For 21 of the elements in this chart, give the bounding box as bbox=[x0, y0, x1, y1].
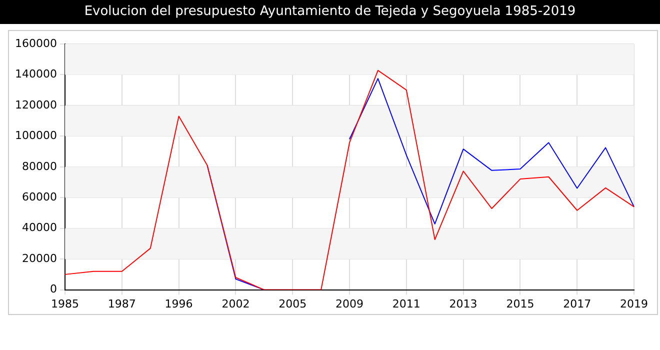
x-tick-label: 2011 bbox=[392, 297, 420, 310]
x-tick-label: 2017 bbox=[563, 297, 592, 310]
x-tick-label: 1987 bbox=[108, 297, 136, 310]
x-tick-label: 2005 bbox=[278, 297, 307, 310]
y-tick-label: 40000 bbox=[22, 221, 57, 234]
x-tick-label: 2009 bbox=[335, 297, 364, 310]
chart-title: Evolucion del presupuesto Ayuntamiento de Tejeda y Segoyuela 1985-2019 bbox=[0, 0, 660, 24]
y-tick-label: 140000 bbox=[14, 68, 57, 81]
x-tick-label: 1985 bbox=[50, 297, 79, 310]
y-tick-label: 80000 bbox=[22, 160, 57, 173]
y-tick-label: 160000 bbox=[14, 36, 57, 50]
x-tick-label: 2013 bbox=[449, 297, 478, 310]
y-tick-label: 60000 bbox=[22, 190, 57, 204]
y-tick-label: 0 bbox=[50, 282, 57, 296]
y-tick-label: 100000 bbox=[14, 129, 57, 142]
y-tick-label: 20000 bbox=[22, 252, 57, 265]
x-tick-label: 1996 bbox=[164, 297, 193, 310]
x-tick-label: 2015 bbox=[506, 297, 534, 310]
x-tick-label: 2019 bbox=[620, 297, 648, 310]
x-tick-label: 2002 bbox=[222, 297, 250, 310]
y-tick-label: 120000 bbox=[14, 98, 57, 112]
